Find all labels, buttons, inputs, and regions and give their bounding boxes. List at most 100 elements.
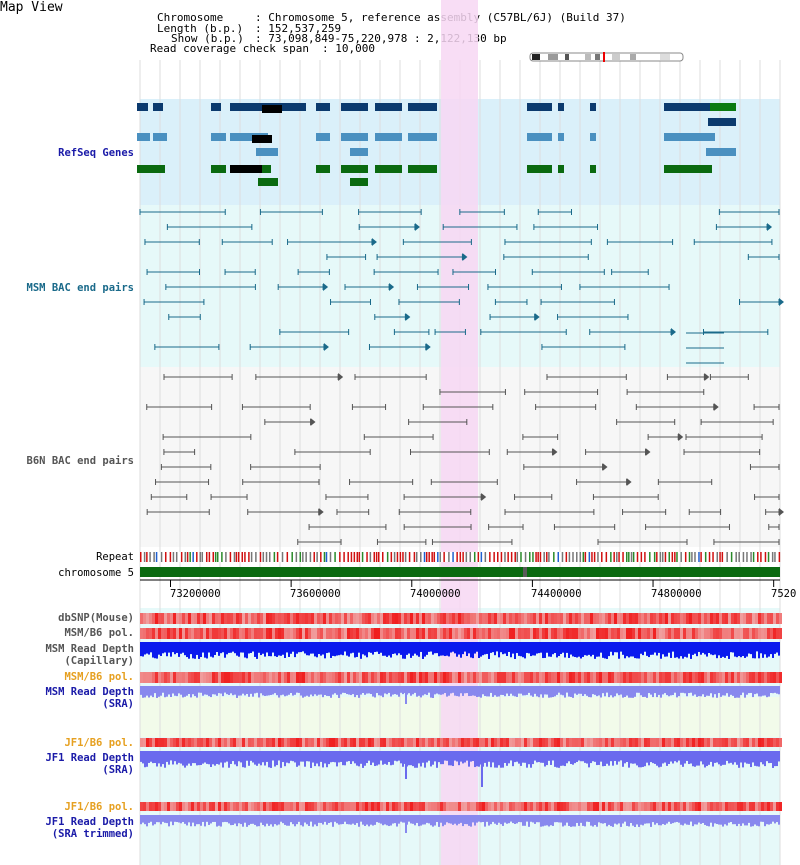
dbsnp-heat-cell bbox=[608, 613, 611, 624]
msm-pol-heat-cell bbox=[545, 628, 548, 639]
msm-pol-sra-heat-cell bbox=[575, 672, 578, 683]
msm-pol-sra-heat-cell bbox=[530, 672, 533, 683]
jf1-pol-trim-heat-cell bbox=[638, 802, 641, 811]
jf1-depth-sra-bar bbox=[450, 751, 452, 766]
jf1-depth-trimmed-bar bbox=[146, 815, 148, 827]
msm-pol-heat-cell bbox=[728, 628, 731, 639]
jf1-pol-trim-heat-cell bbox=[488, 802, 491, 811]
msm-depth-capillary-bar bbox=[728, 642, 730, 659]
repeat-mark bbox=[248, 552, 250, 562]
jf1-pol-trim-heat-cell bbox=[731, 802, 734, 811]
jf1-pol-heat-cell bbox=[530, 738, 533, 747]
msm-pol-sra-heat-cell bbox=[248, 672, 251, 683]
jf1-depth-sra-bar bbox=[644, 751, 646, 767]
msm-depth-sra-bar bbox=[292, 686, 294, 696]
msm-pol-sra-heat-cell bbox=[758, 672, 761, 683]
jf1-depth-trimmed-bar bbox=[728, 815, 730, 823]
msm-pol-heat-cell bbox=[701, 628, 704, 639]
jf1-depth-trimmed-bar bbox=[772, 815, 774, 822]
jf1-depth-sra-bar bbox=[436, 751, 438, 768]
jf1-pol-heat-cell bbox=[212, 738, 215, 747]
msm-pol-sra-heat-cell bbox=[302, 672, 305, 683]
repeat-mark bbox=[500, 552, 503, 562]
jf1-depth-trimmed-bar bbox=[310, 815, 312, 822]
msm-pol-heat-cell bbox=[512, 628, 515, 639]
jf1-depth-sra-bar bbox=[766, 751, 768, 762]
repeat-mark bbox=[721, 552, 724, 562]
jf1-depth-sra-bar bbox=[250, 751, 252, 761]
msm-pol-heat-cell bbox=[515, 628, 518, 639]
jf1-depth-trimmed-bar bbox=[444, 815, 446, 825]
jf1-depth-trimmed-bar bbox=[390, 815, 392, 826]
msm-depth-sra-bar bbox=[624, 686, 626, 697]
repeat-mark bbox=[386, 552, 389, 562]
msm-pol-sra-heat-cell bbox=[233, 672, 236, 683]
jf1-depth-trimmed-bar bbox=[534, 815, 536, 824]
jf1-depth-trimmed-bar bbox=[350, 815, 352, 825]
repeat-mark bbox=[361, 552, 364, 562]
jf1-depth-trimmed-bar bbox=[504, 815, 506, 823]
msm-depth-sra-bar bbox=[322, 686, 324, 698]
msm-depth-capillary-bar bbox=[192, 642, 194, 659]
jf1-pol-heat-cell bbox=[554, 738, 557, 747]
jf1-pol-heat-cell bbox=[743, 738, 746, 747]
jf1-depth-sra-bar bbox=[610, 751, 612, 762]
jf1-depth-sra-bar bbox=[516, 751, 518, 762]
msm-depth-sra-bar bbox=[222, 686, 224, 697]
gene-exon bbox=[256, 148, 278, 156]
dbsnp-heat-cell bbox=[458, 613, 461, 624]
jf1-depth-sra-bar bbox=[376, 751, 378, 766]
jf1-depth-trimmed-bar bbox=[260, 815, 262, 823]
msm-depth-sra-bar bbox=[556, 686, 558, 695]
msm-depth-sra-bar bbox=[552, 686, 554, 698]
jf1-pol-heat-cell bbox=[260, 738, 263, 747]
msm-depth-capillary-bar bbox=[560, 642, 562, 654]
msm-pol-sra-heat-cell bbox=[611, 672, 614, 683]
msm-pol-sra-heat-cell bbox=[299, 672, 302, 683]
length-label: Length (b.p.) bbox=[157, 22, 244, 35]
jf1-depth-trimmed-bar bbox=[628, 815, 630, 827]
jf1-depth-trimmed-bar bbox=[288, 815, 290, 826]
jf1-depth-trimmed-bar bbox=[140, 815, 142, 825]
ideogram-band bbox=[565, 54, 569, 60]
msm-bac-arrow bbox=[425, 343, 431, 351]
msm-depth-capillary-bar bbox=[628, 642, 630, 658]
jf1-pol-trim-heat-cell bbox=[740, 802, 743, 811]
jf1-pol-trim-heat-cell bbox=[323, 802, 326, 811]
repeat-mark bbox=[691, 552, 693, 562]
msm-depth-capillary-bar bbox=[266, 642, 268, 653]
jf1-depth-trimmed-bar bbox=[466, 815, 468, 825]
msm-depth-capillary-bar bbox=[258, 642, 260, 653]
msm-depth-capillary-bar bbox=[470, 642, 472, 658]
jf1-depth-sra-bar bbox=[346, 751, 348, 762]
jf1-depth-trimmed-bar bbox=[332, 815, 334, 827]
msm-pol-heat-cell bbox=[533, 628, 536, 639]
jf1-pol-heat-cell bbox=[362, 738, 365, 747]
repeat-mark bbox=[752, 552, 755, 562]
jf1-pol-heat-cell bbox=[266, 738, 269, 747]
repeat-mark bbox=[325, 552, 328, 562]
repeat-mark bbox=[469, 552, 472, 562]
msm-pol-heat-cell bbox=[713, 628, 716, 639]
dbsnp-heat-cell bbox=[701, 613, 704, 624]
msm-depth-sra-bar bbox=[144, 686, 146, 698]
msm-bac-arrow bbox=[767, 223, 773, 231]
dbsnp-heat-cell bbox=[296, 613, 299, 624]
msm-depth-sra-bar bbox=[400, 686, 402, 693]
dbsnp-heat-cell bbox=[206, 613, 209, 624]
jf1-pol-trim-heat-cell bbox=[524, 802, 527, 811]
msm-depth-sra-bar bbox=[436, 686, 438, 694]
msm-depth-capillary-bar bbox=[286, 642, 288, 653]
jf1-depth-trimmed-bar bbox=[512, 815, 514, 824]
jf1-depth-trimmed-bar bbox=[530, 815, 532, 822]
msm-depth-sra-bar bbox=[648, 686, 650, 694]
dbsnp-heat-cell bbox=[713, 613, 716, 624]
jf1-pol-trim-heat-cell bbox=[599, 802, 602, 811]
repeat-mark bbox=[579, 552, 582, 562]
jf1-depth-sra-bar bbox=[706, 751, 708, 767]
msm-depth-sra-bar bbox=[568, 686, 570, 697]
msm-depth-sra-bar bbox=[720, 686, 722, 697]
dbsnp-heat-cell bbox=[179, 613, 182, 624]
jf1-pol-trim-heat-cell bbox=[671, 802, 674, 811]
